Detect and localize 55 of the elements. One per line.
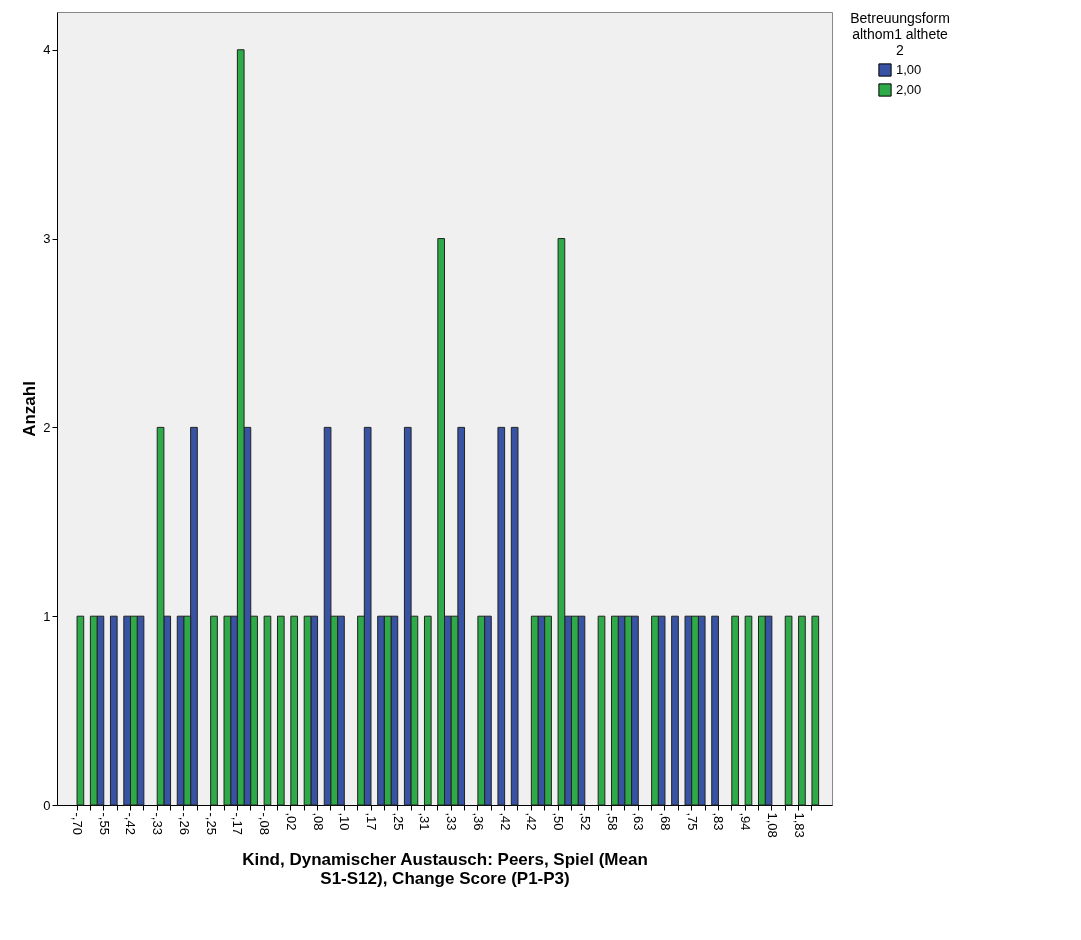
x-axis-title: Kind, Dynamischer Austausch: Peers, Spiel (Mean S1-S12), Change Score (P1-P3) [242,849,648,888]
x-tick-label: -,26 [176,812,192,835]
legend-label: 1,00 [896,62,922,77]
bar [423,615,432,806]
bar [510,426,519,806]
bar [109,615,118,806]
bar [671,615,679,806]
x-tick-label: ,52 [577,812,593,831]
y-tick-label: 3 [43,231,51,247]
x-tick-label: ,10 [337,812,353,831]
x-tick-label: -,17 [230,812,246,835]
legend-label: 2,00 [896,82,922,97]
bar [210,615,218,806]
legend-title: Betreuungsform althom1 althete 2 [850,10,950,58]
x-tick-label: ,08 [310,812,326,831]
x-tick-label: ,50 [551,812,567,831]
bar [290,615,299,806]
y-tick-label: 1 [43,608,51,624]
x-tick-label: ,68 [657,812,673,831]
x-tick-label: ,33 [444,812,460,831]
bar [276,615,285,806]
bar [731,615,739,806]
x-tick-label: 1,83 [791,812,807,838]
x-tick-label: 1,08 [764,812,780,838]
y-tick-label: 2 [43,419,51,435]
x-tick-label: ,42 [524,812,540,831]
x-tick-label: -,25 [203,812,219,835]
bar [784,615,793,806]
bar [597,615,606,806]
x-tick-label: ,36 [470,812,486,831]
x-tick-label: -,70 [70,812,86,835]
x-tick-label: -,33 [150,812,166,835]
x-tick-label: ,58 [604,812,620,831]
bar [744,615,753,806]
bar [811,615,820,806]
x-tick-label: -,55 [96,812,112,835]
x-tick-label: ,17 [364,812,380,831]
y-tick-label: 0 [43,797,51,813]
x-tick-label: ,75 [684,812,700,831]
bar [76,615,85,806]
bar [798,615,806,806]
x-tick-label: ,42 [497,812,513,831]
x-tick-label: ,31 [417,812,433,831]
x-tick-label: -,42 [123,812,139,835]
x-tick-label: ,94 [738,812,754,831]
bar [263,615,272,806]
x-tick-label: ,25 [390,812,406,831]
x-tick-label: ,83 [711,812,727,831]
x-tick-label: ,63 [631,812,647,831]
x-tick-label: ,02 [283,812,299,831]
bar [497,426,506,806]
y-axis-title: Anzahl [20,381,40,437]
bar [711,615,719,806]
y-tick-label: 4 [43,42,51,58]
x-tick-label: -,08 [257,812,273,835]
